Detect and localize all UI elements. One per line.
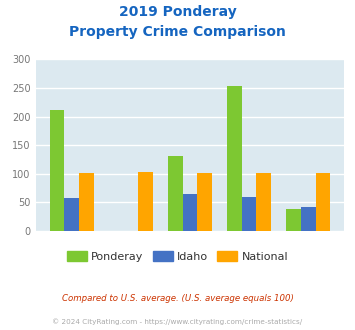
Bar xyxy=(256,173,271,231)
Text: 2019 Ponderay: 2019 Ponderay xyxy=(119,5,236,19)
Bar xyxy=(64,198,79,231)
Bar xyxy=(227,86,242,231)
Text: © 2024 CityRating.com - https://www.cityrating.com/crime-statistics/: © 2024 CityRating.com - https://www.city… xyxy=(53,318,302,325)
Bar xyxy=(79,173,94,231)
Bar xyxy=(286,209,301,231)
Bar xyxy=(138,172,153,231)
Bar xyxy=(168,156,182,231)
Legend: Ponderay, Idaho, National: Ponderay, Idaho, National xyxy=(62,247,293,267)
Text: Property Crime Comparison: Property Crime Comparison xyxy=(69,25,286,39)
Bar xyxy=(182,194,197,231)
Bar xyxy=(301,207,316,231)
Bar xyxy=(316,173,330,231)
Bar xyxy=(197,173,212,231)
Text: Compared to U.S. average. (U.S. average equals 100): Compared to U.S. average. (U.S. average … xyxy=(61,294,294,303)
Bar xyxy=(242,197,256,231)
Bar xyxy=(50,110,64,231)
